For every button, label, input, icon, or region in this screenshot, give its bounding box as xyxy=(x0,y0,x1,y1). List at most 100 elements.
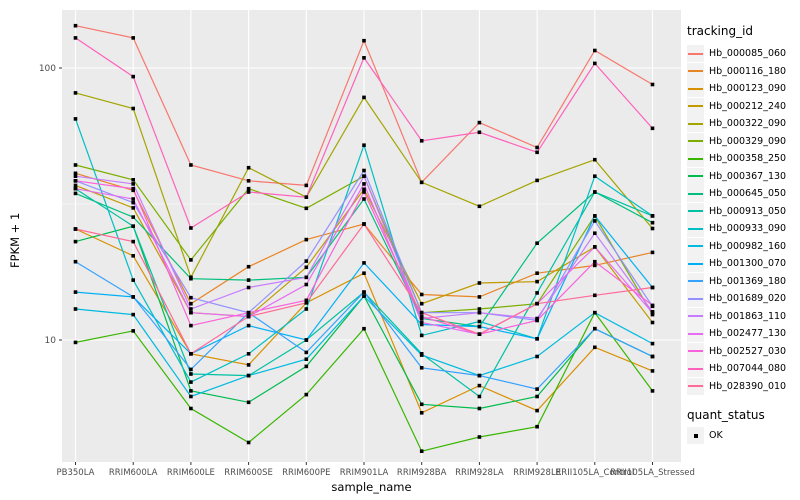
series-line-icon xyxy=(688,122,703,125)
point-ok xyxy=(304,301,309,305)
point-ok xyxy=(477,383,482,388)
point-ok xyxy=(246,363,251,367)
point-ok xyxy=(362,294,366,298)
point-ok xyxy=(189,307,193,311)
point-ok xyxy=(362,222,366,226)
point-ok xyxy=(131,312,135,317)
series-color-key xyxy=(687,360,704,378)
point-ok xyxy=(535,241,539,245)
x-tick-label: RRIM600SE xyxy=(224,468,273,478)
point-ok xyxy=(131,178,135,182)
series-line-icon xyxy=(688,87,703,90)
point-ok xyxy=(650,303,655,308)
point-ok xyxy=(419,139,424,143)
point-ok xyxy=(477,324,482,329)
legend-item-Hb_001689_020: Hb_001689_020 xyxy=(687,290,799,308)
point-ok xyxy=(593,214,597,218)
point-ok xyxy=(593,48,597,53)
point-ok xyxy=(362,190,366,194)
series-color-key xyxy=(687,272,704,290)
legend-item-Hb_001863_110: Hb_001863_110 xyxy=(687,307,799,326)
x-axis-title: sample_name xyxy=(331,480,412,494)
point-ok xyxy=(73,117,78,121)
point-ok xyxy=(477,120,482,125)
point-ok xyxy=(535,145,539,150)
point-ok xyxy=(419,353,424,357)
point-ok xyxy=(131,215,135,219)
point-ok xyxy=(246,400,251,405)
legend-item-Hb_000322_090: Hb_000322_090 xyxy=(687,115,799,133)
x-tick-label: RRII105LA_Stressed xyxy=(610,468,695,478)
legend-item-label: Hb_001300_070 xyxy=(709,258,787,270)
point-ok xyxy=(650,369,655,373)
point-ok xyxy=(189,380,193,384)
legend-item-label: Hb_000329_090 xyxy=(709,135,787,147)
point-ok xyxy=(419,310,424,315)
point-ok xyxy=(362,271,366,275)
legend-item-Hb_000367_130: Hb_000367_130 xyxy=(687,167,799,186)
point-ok xyxy=(477,310,482,315)
point-ok xyxy=(593,259,597,264)
point-ok xyxy=(419,449,424,453)
point-ok xyxy=(650,310,655,315)
legend-item-label: Hb_000358_250 xyxy=(709,153,787,165)
point-ok xyxy=(477,130,482,135)
series-color-key xyxy=(687,115,704,133)
point-ok xyxy=(131,206,135,210)
x-tick-label: RRIM901LA xyxy=(340,468,389,478)
point-ok xyxy=(304,364,309,369)
point-ok xyxy=(304,206,309,211)
point-ok xyxy=(131,295,135,299)
legend-item-Hb_001369_180: Hb_001369_180 xyxy=(687,272,799,291)
point-ok xyxy=(131,224,135,228)
point-ok xyxy=(304,195,309,199)
point-ok xyxy=(362,182,366,186)
data-points xyxy=(73,23,655,453)
point-ok xyxy=(246,278,251,282)
point-ok xyxy=(246,186,251,191)
point-ok xyxy=(304,282,309,287)
point-ok xyxy=(593,174,597,178)
point-ok xyxy=(650,226,655,231)
point-ok xyxy=(189,394,193,399)
point-ok xyxy=(593,190,597,194)
point-ok xyxy=(419,320,424,325)
point-ok xyxy=(73,91,78,95)
series-color-key xyxy=(687,255,704,273)
point-ok xyxy=(131,197,135,201)
point-ok xyxy=(362,290,366,294)
point-ok xyxy=(477,373,482,378)
point-ok xyxy=(189,352,193,356)
point-ok xyxy=(650,320,655,325)
point-ok xyxy=(362,261,366,265)
series-color-key xyxy=(687,237,704,255)
legend-item-Hb_000085_060: Hb_000085_060 xyxy=(687,45,799,63)
square-point-icon xyxy=(693,433,698,438)
point-ok xyxy=(131,239,135,244)
x-tick-label: RRII105LA_Control xyxy=(555,468,634,478)
series-line-icon xyxy=(688,52,703,55)
series-color-key xyxy=(687,167,704,185)
x-tick-label: PB350LA xyxy=(57,468,95,478)
legend-item-label: Hb_001369_180 xyxy=(709,275,787,287)
point-ok xyxy=(650,341,655,346)
legend-item-Hb_000329_090: Hb_000329_090 xyxy=(687,132,799,151)
point-ok xyxy=(189,389,193,393)
series-color-key xyxy=(687,290,704,308)
y-tick-label: 100 xyxy=(39,64,56,74)
point-ok xyxy=(131,278,135,282)
point-ok xyxy=(304,259,309,263)
point-ok xyxy=(131,254,135,258)
series-line-icon xyxy=(688,280,703,283)
x-tick-label: RRIM928LA xyxy=(455,468,504,478)
point-ok xyxy=(131,36,135,40)
point-ok xyxy=(189,226,193,230)
series-color-key xyxy=(687,325,704,343)
point-ok xyxy=(73,290,78,294)
legend-item-label: Hb_000322_090 xyxy=(709,118,787,130)
point-ok xyxy=(131,186,135,191)
legend-item-Hb_000123_090: Hb_000123_090 xyxy=(687,80,799,98)
point-ok xyxy=(419,366,424,370)
point-ok xyxy=(419,180,424,185)
